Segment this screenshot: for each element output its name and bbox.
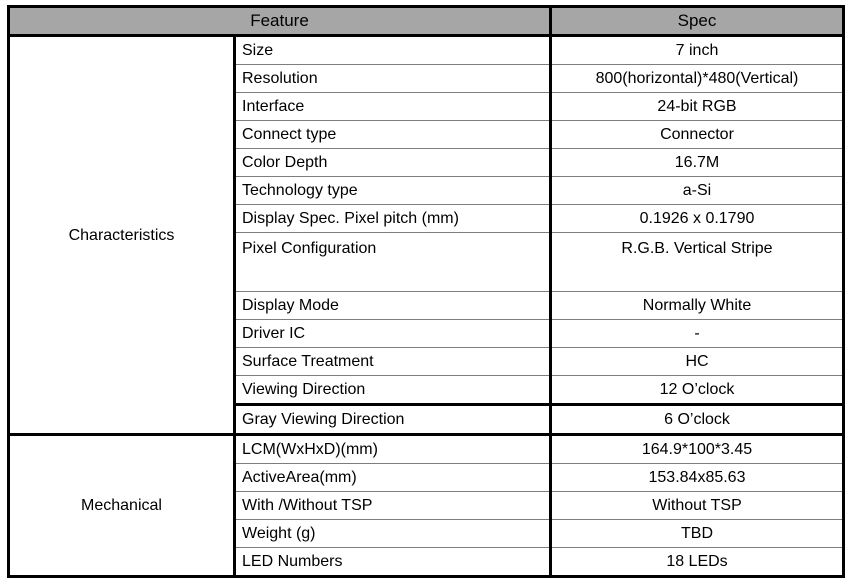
table-row: Weight (g) TBD bbox=[9, 519, 844, 548]
table-row: Viewing Direction 12 O’clock bbox=[9, 375, 844, 405]
table-row: Surface Treatment HC bbox=[9, 347, 844, 376]
feature-name-pixel-configuration: Pixel Configuration bbox=[234, 232, 552, 292]
table-row: Characteristics Size 7 inch bbox=[8, 35, 844, 435]
group-label-mechanical: Mechanical bbox=[8, 433, 236, 577]
table-row: Color Depth 16.7M bbox=[9, 148, 844, 177]
spec-value-tsp: Without TSP bbox=[550, 491, 844, 520]
feature-name-interface: Interface bbox=[234, 92, 552, 121]
feature-name-resolution: Resolution bbox=[234, 64, 552, 93]
feature-name-technology-type: Technology type bbox=[234, 176, 552, 205]
spec-value-color-depth: 16.7M bbox=[550, 148, 844, 177]
column-header-feature: Feature bbox=[8, 6, 552, 37]
spec-value-pixel-configuration: R.G.B. Vertical Stripe bbox=[550, 232, 844, 292]
table-row: LED Numbers 18 LEDs bbox=[9, 547, 844, 577]
spec-value-viewing-direction: 12 O’clock bbox=[550, 375, 844, 405]
spec-value-weight: TBD bbox=[550, 519, 844, 548]
feature-name-surface-treatment: Surface Treatment bbox=[234, 347, 552, 376]
feature-name-color-depth: Color Depth bbox=[234, 148, 552, 177]
spec-value-led-numbers: 18 LEDs bbox=[550, 547, 844, 577]
spec-value-display-mode: Normally White bbox=[550, 291, 844, 320]
table-row: Gray Viewing Direction 6 O’clock bbox=[9, 403, 844, 435]
table-row: Mechanical LCM(WxHxD)(mm) 164.9*100*3.45 bbox=[8, 433, 844, 577]
table-row: Resolution 800(horizontal)*480(Vertical) bbox=[9, 64, 844, 93]
table-row: Interface 24-bit RGB bbox=[9, 92, 844, 121]
table-head: Feature Spec bbox=[8, 6, 844, 37]
spec-value-connect-type: Connector bbox=[550, 120, 844, 149]
spec-value-interface: 24-bit RGB bbox=[550, 92, 844, 121]
table-body-mechanical: Mechanical LCM(WxHxD)(mm) 164.9*100*3.45… bbox=[8, 433, 844, 577]
feature-name-driver-ic: Driver IC bbox=[234, 319, 552, 348]
table-row: Display Mode Normally White bbox=[9, 291, 844, 320]
feature-name-display-mode: Display Mode bbox=[234, 291, 552, 320]
spec-value-driver-ic: - bbox=[550, 319, 844, 348]
feature-name-led-numbers: LED Numbers bbox=[234, 547, 552, 577]
spec-value-size: 7 inch bbox=[675, 42, 719, 59]
feature-name-viewing-direction: Viewing Direction bbox=[234, 375, 552, 405]
spec-value-surface-treatment: HC bbox=[550, 347, 844, 376]
feature-name-connect-type: Connect type bbox=[234, 120, 552, 149]
feature-name-lcm-dimensions: LCM(WxHxD)(mm) bbox=[234, 433, 552, 464]
spec-value-resolution: 800(horizontal)*480(Vertical) bbox=[550, 64, 844, 93]
feature-name-active-area: ActiveArea(mm) bbox=[234, 463, 552, 492]
feature-name-size: Size bbox=[234, 35, 552, 65]
spec-value-lcm-dimensions: 164.9*100*3.45 bbox=[550, 433, 844, 464]
column-header-spec: Spec bbox=[550, 6, 844, 37]
group-label-characteristics: Characteristics bbox=[8, 35, 236, 435]
feature-name-gray-viewing-direction: Gray Viewing Direction bbox=[234, 403, 552, 435]
display-spec-table: Feature Spec Characteristics Size 7 inch… bbox=[7, 5, 845, 578]
table-body-characteristics: Characteristics Size 7 inch Resolution 8… bbox=[8, 35, 844, 435]
table-row: With /Without TSP Without TSP bbox=[9, 491, 844, 520]
table-row: Technology type a-Si bbox=[9, 176, 844, 205]
table-row: Connect type Connector bbox=[9, 120, 844, 149]
table-row: Driver IC - bbox=[9, 319, 844, 348]
spec-value-active-area: 153.84x85.63 bbox=[550, 463, 844, 492]
spec-value-gray-viewing-direction: 6 O’clock bbox=[550, 403, 844, 435]
table-row: Pixel Configuration R.G.B. Vertical Stri… bbox=[9, 232, 844, 292]
table-row: ActiveArea(mm) 153.84x85.63 bbox=[9, 463, 844, 492]
table-header-row: Feature Spec bbox=[8, 6, 844, 37]
table-row: Display Spec. Pixel pitch (mm) 0.1926 x … bbox=[9, 204, 844, 233]
feature-name-pixel-pitch: Display Spec. Pixel pitch (mm) bbox=[234, 204, 552, 233]
feature-name-weight: Weight (g) bbox=[234, 519, 552, 548]
feature-name-tsp: With /Without TSP bbox=[234, 491, 552, 520]
spec-value-technology-type: a-Si bbox=[550, 176, 844, 205]
spec-value-pixel-pitch: 0.1926 x 0.1790 bbox=[550, 204, 844, 233]
